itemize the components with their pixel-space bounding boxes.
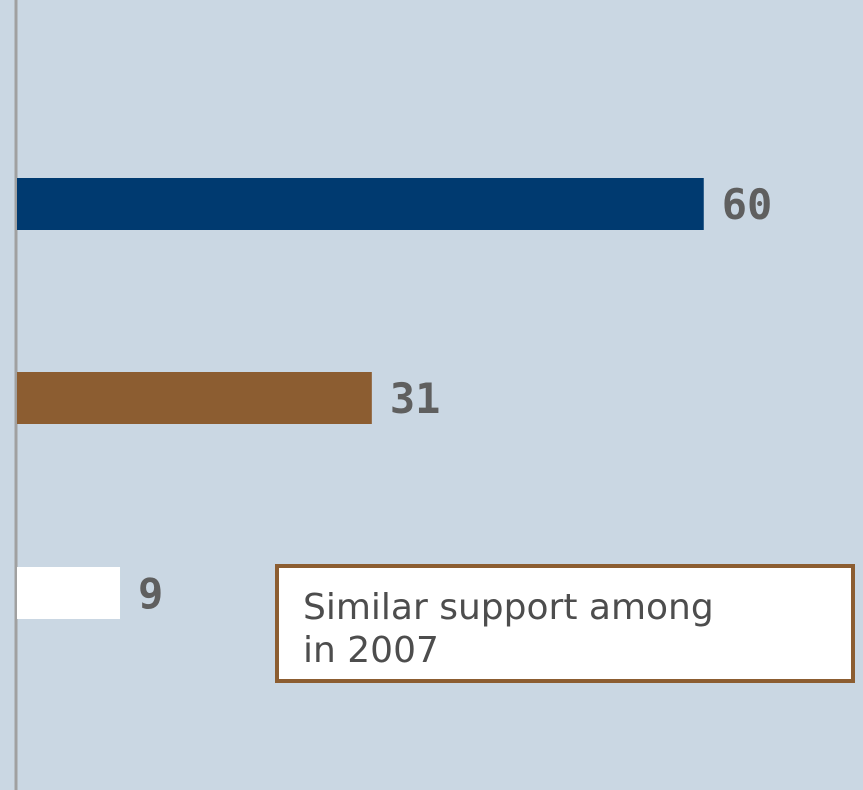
bar-value-label-0: 60 bbox=[722, 180, 773, 229]
bar-value-label-2: 9 bbox=[138, 569, 163, 618]
bar-2 bbox=[17, 567, 121, 619]
annotation-box: Similar support among in 2007 bbox=[275, 564, 855, 683]
bar-1 bbox=[17, 372, 372, 424]
bar-value-label-1: 31 bbox=[390, 374, 441, 423]
bar-0 bbox=[17, 178, 704, 230]
